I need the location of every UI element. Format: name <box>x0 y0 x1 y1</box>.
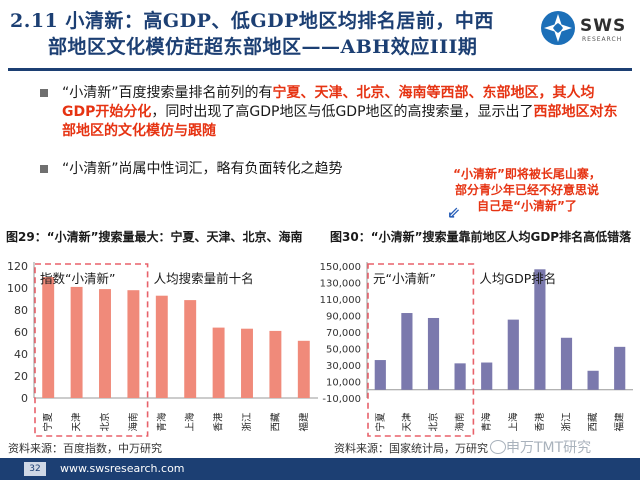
chart-30: -10,000 10,000 30,000 50,000 70,000 90,000 110… <box>320 262 633 437</box>
bar-青海 <box>155 295 168 398</box>
y-tick-label: 70,000 <box>326 328 361 339</box>
bar-宁夏 <box>42 277 55 398</box>
bar-西藏 <box>587 370 599 390</box>
arrow-icon: ⇙ <box>447 203 461 222</box>
x-tick-label: 上海 <box>507 412 519 432</box>
chart-annotation: 人均搜索量前十名 <box>154 271 254 286</box>
bar-上海 <box>507 319 519 390</box>
bar-香港 <box>212 327 225 398</box>
y-tick-label: 130,000 <box>320 279 361 290</box>
bullet-1-highlight-b: 西部地区对东部地区的文化模仿与跟随 <box>62 104 618 139</box>
x-tick-label: 北京 <box>428 412 440 431</box>
logo-text: SWS <box>580 16 627 36</box>
wechat-icon <box>490 440 506 454</box>
bullet-1: “小清新”百度搜索量排名前列的有宁夏、天津、北京、海南等西部、东部地区，其人均G… <box>40 84 622 141</box>
y-tick-label: 10,000 <box>326 378 361 389</box>
callout-note: “小清新”即将被长尾山寨， 部分青少年已经不好意思说 自己是“小清新”了 <box>420 166 634 214</box>
y-tick-label: 100 <box>7 282 28 295</box>
x-tick-label: 香港 <box>534 412 546 432</box>
x-tick-label: 宁夏 <box>42 412 54 432</box>
bullet-1-text-a: “小清新”百度搜索量排名前列的有 <box>62 85 273 101</box>
bar-上海 <box>184 300 197 398</box>
legend-box-label: 元“小清新” <box>373 271 436 286</box>
highlight-box <box>367 263 475 437</box>
x-tick-label: 青海 <box>156 412 168 432</box>
x-tick-label: 西藏 <box>587 412 599 432</box>
title-divider <box>8 68 632 71</box>
bullet-square-icon <box>40 165 48 173</box>
bar-浙江 <box>560 337 573 390</box>
y-tick-label: 20 <box>14 370 28 383</box>
y-tick-label: 110,000 <box>320 295 361 306</box>
y-tick-label: 120 <box>7 260 28 273</box>
x-tick-label: 福建 <box>298 412 310 432</box>
x-tick-label: 海南 <box>454 412 466 431</box>
chart-30-caption: 图30：“小清新”搜索量靠前地区人均GDP排名高低错落 <box>330 230 632 244</box>
callout-line-1: “小清新”即将被长尾山寨， <box>453 167 601 181</box>
y-tick-label: -10,000 <box>322 394 361 405</box>
bar-北京 <box>99 289 111 398</box>
x-tick-label: 上海 <box>184 412 196 432</box>
callout-line-2: 部分青少年已经不好意思说 <box>454 183 599 197</box>
x-tick-label: 福建 <box>614 412 626 432</box>
sws-logo: SWS RESEARCH <box>540 6 632 50</box>
x-tick-label: 天津 <box>402 412 413 432</box>
chart-30-source: 资料来源：国家统计局，万研究 <box>334 442 488 455</box>
x-tick-label: 西藏 <box>269 412 281 432</box>
logo-subtext: RESEARCH <box>582 36 623 43</box>
legend-box-label: 指数“小清新” <box>40 271 115 286</box>
y-tick-label: 50,000 <box>326 345 361 356</box>
footer-bar: 32 www.swsresearch.com <box>0 458 640 480</box>
footer-url[interactable]: www.swsresearch.com <box>60 462 185 475</box>
watermark: 申万TMT研究 <box>506 440 592 456</box>
bar-香港 <box>534 269 546 390</box>
bar-海南 <box>127 290 140 398</box>
y-tick-label: 0 <box>21 392 28 405</box>
x-tick-label: 海南 <box>127 412 139 431</box>
x-tick-label: 浙江 <box>561 412 573 432</box>
logo-mark-icon <box>541 11 575 45</box>
bar-福建 <box>297 340 310 398</box>
chart-annotation: 人均GDP排名 <box>479 271 556 286</box>
bar-宁夏 <box>374 360 386 390</box>
y-tick-label: 60 <box>14 326 28 339</box>
y-tick-label: 30,000 <box>326 361 361 372</box>
x-tick-label: 浙江 <box>241 412 253 432</box>
bar-海南 <box>454 363 466 390</box>
bullet-2-text: “小清新”尚属中性词汇，略有负面转化之趋势 <box>62 161 343 177</box>
y-tick-label: 90,000 <box>326 312 361 323</box>
bar-天津 <box>70 286 83 398</box>
x-tick-label: 香港 <box>213 412 225 432</box>
bar-浙江 <box>241 328 253 398</box>
x-tick-label: 青海 <box>481 412 493 432</box>
bullet-1-text-b: ，同时出现了高GDP地区与低GDP地区的高搜索量，显示出了 <box>151 104 534 120</box>
y-tick-label: 40 <box>14 348 28 361</box>
chart-29: 0 20 40 60 80 100 120 宁夏 天津 北京 海南 青海 上海 香港 浙江 西藏 福建 指数“小清… <box>7 260 318 437</box>
bar-青海 <box>481 362 493 390</box>
bar-北京 <box>427 317 440 390</box>
chart-29-caption: 图29：“小清新”搜索量最大：宁夏、天津、北京、海南 <box>6 230 303 244</box>
bullet-square-icon <box>40 89 48 97</box>
bar-西藏 <box>269 330 282 398</box>
y-tick-label: 80 <box>14 304 28 317</box>
x-tick-label: 宁夏 <box>374 412 386 432</box>
title-line-2: 部地区文化模仿赶超东部地区——ABH效应III期 <box>48 36 478 58</box>
bar-天津 <box>401 313 413 390</box>
bar-福建 <box>614 346 626 390</box>
y-tick-label: 150,000 <box>320 262 361 273</box>
bullet-1-highlight-a: 宁夏、天津、北京、海南等西部、东部地区，其人均GDP开始分化 <box>62 85 595 120</box>
callout-line-3: 自己是“小清新”了 <box>477 199 577 213</box>
chart-29-source: 资料来源：百度指数，中万研究 <box>8 442 162 455</box>
bullet-2: “小清新”尚属中性词汇，略有负面转化之趋势 <box>40 160 462 179</box>
title-line-1: 2.11 小清新：高GDP、低GDP地区均排名居前，中西 <box>10 10 494 32</box>
page-number: 32 <box>24 462 46 476</box>
x-tick-label: 天津 <box>72 412 83 432</box>
highlight-box <box>34 263 149 437</box>
slide-title: 2.11 小清新：高GDP、低GDP地区均排名居前，中西 部地区文化模仿赶超东部… <box>10 8 530 60</box>
x-tick-label: 北京 <box>99 412 111 431</box>
